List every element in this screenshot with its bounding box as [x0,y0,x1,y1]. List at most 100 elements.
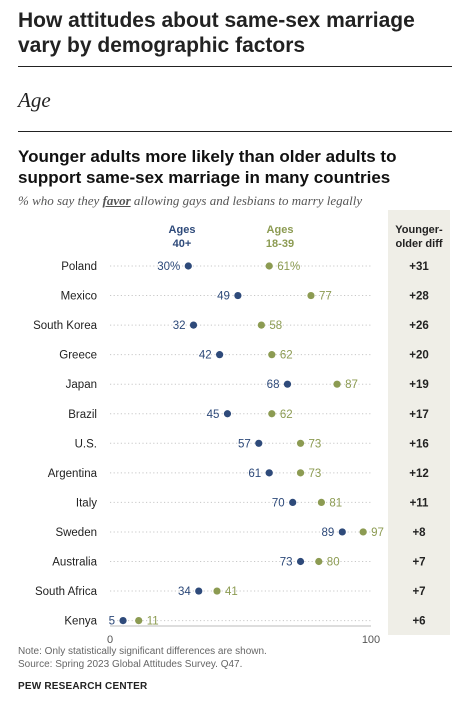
dot-younger [268,410,276,418]
value-label-younger: 81 [329,497,342,509]
dot-younger [257,321,265,329]
dot-older [184,262,192,270]
diff-value: +8 [412,527,426,539]
value-label-younger: 73 [309,438,322,450]
brand-logo-text: PEW RESEARCH CENTER [18,681,148,692]
category-label: Greece [59,350,97,362]
dot-younger [268,351,276,359]
value-label-younger: 87 [345,379,358,391]
subtitle-emphasis: favor [102,193,131,208]
dot-younger [315,557,323,566]
value-label-younger: 97 [371,527,384,539]
subtitle-suffix: allowing gays and lesbians to marry lega… [130,193,363,208]
dot-older [216,351,224,359]
dot-younger [296,469,305,477]
dot-younger [317,498,326,506]
diff-value: +17 [409,409,429,421]
x-tick-label: 100 [362,634,380,646]
value-label-younger: 80 [327,557,340,569]
diff-value: +16 [409,438,429,450]
dot-plot-chart: Younger-older diff Ages 40+ Ages 18-39 Poland… [33,210,450,646]
value-label-younger: 73 [309,468,322,480]
section-divider [18,66,452,67]
diff-value: +7 [412,557,425,569]
category-label: Italy [76,497,97,509]
category-label: Brazil [68,409,97,421]
chart-note: Note: Only statistically significant dif… [18,646,267,657]
category-label: Argentina [48,468,98,480]
category-label: Kenya [64,616,97,628]
diff-value: +7 [412,586,425,598]
diff-header-line2: older diff [395,238,442,250]
legend-label-line1: Ages [267,224,294,236]
diff-value: +19 [409,379,429,391]
subtitle-prefix: % who say they [18,193,103,208]
chart-title: Younger adults more likely than older ad… [18,147,397,187]
dot-younger [359,528,367,536]
value-label-younger: 77 [319,291,332,303]
value-label-younger: 62 [280,409,293,421]
dot-older [265,469,273,477]
diff-value: +12 [409,468,429,480]
value-label-older: 57 [238,438,251,450]
value-label-younger: 11 [147,616,159,628]
dot-older [255,439,263,447]
legend-label-line2: 40+ [173,238,192,250]
chart-source: Source: Spring 2023 Global Attitudes Sur… [18,659,243,670]
dot-older [189,321,198,329]
diff-value: +26 [409,320,429,332]
dot-older [234,291,242,300]
diff-value: +28 [409,291,429,303]
dot-older [338,528,346,536]
dot-older [283,380,292,388]
value-label-older: 32 [173,320,186,332]
dot-younger [307,291,315,300]
value-label-younger: 41 [225,586,238,598]
dot-younger [213,587,221,595]
legend-label-line2: 18-39 [266,238,294,250]
value-label-older: 49 [217,291,230,303]
category-label: South Africa [35,586,98,598]
diff-value: +11 [410,497,429,509]
value-label-older: 30% [157,261,180,273]
value-label-older: 45 [207,409,220,421]
value-label-older: 73 [280,557,293,569]
dot-older [195,587,203,595]
dot-younger [265,262,273,270]
category-label: U.S. [75,438,97,450]
dot-older [119,617,127,625]
dot-younger [135,617,143,625]
value-label-older: 89 [321,527,334,539]
chart-divider [18,131,452,132]
value-label-younger: 62 [280,350,293,362]
dot-older [289,498,297,506]
legend-label-line1: Ages [169,224,196,236]
diff-value: +6 [412,616,425,628]
diff-header-line1: Younger- [395,224,443,236]
chart-subtitle: % who say they favor allowing gays and l… [18,193,362,209]
category-label: Japan [66,379,97,391]
category-label: Sweden [55,527,97,539]
value-label-older: 5 [109,616,115,628]
value-label-older: 70 [272,497,285,509]
value-label-younger: 61% [277,261,300,273]
value-label-older: 42 [199,350,212,362]
value-label-younger: 58 [269,320,282,332]
value-label-older: 68 [267,379,280,391]
diff-value: +31 [409,261,429,273]
diff-column-background [388,210,450,635]
category-label: Australia [52,557,97,569]
dot-older [223,410,232,418]
section-label: Age [18,88,51,112]
dot-younger [296,439,305,447]
main-title: How attitudes about same-sex marriage va… [18,9,415,57]
diff-value: +20 [409,350,429,362]
dot-older [296,557,305,566]
category-label: Poland [61,261,97,273]
value-label-older: 34 [178,586,191,598]
category-label: Mexico [61,291,97,303]
value-label-older: 61 [248,468,261,480]
category-label: South Korea [33,320,98,332]
x-tick-label: 0 [107,634,113,646]
dot-younger [333,380,341,388]
